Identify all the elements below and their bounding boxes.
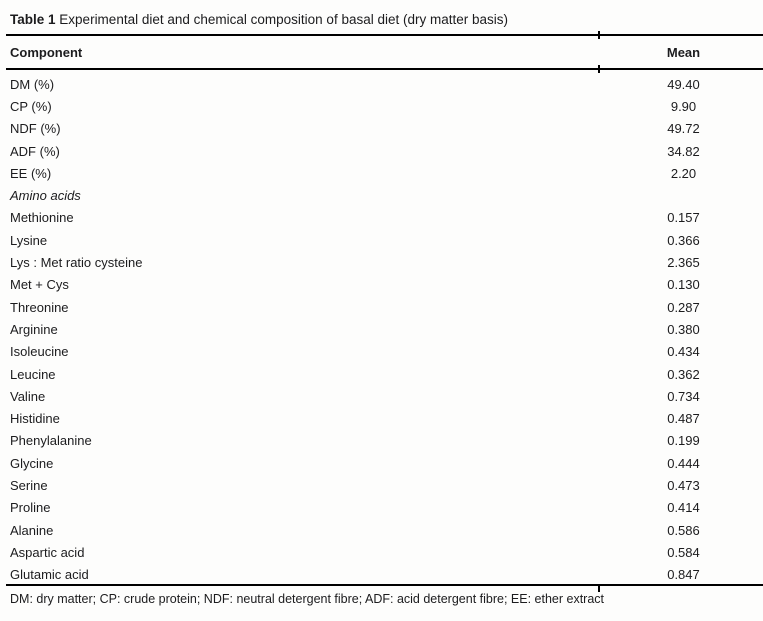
component-cell: Leucine: [10, 366, 56, 382]
mean-cell: 0.444: [667, 455, 700, 471]
table-row: Aspartic acid 0.584: [6, 541, 763, 563]
column-divider-tick-bottom: [598, 584, 600, 592]
table-row: Valine 0.734: [6, 385, 763, 407]
component-cell: DM (%): [10, 76, 55, 92]
mean-cell: 0.847: [667, 567, 700, 583]
table-row: Met + Cys 0.130: [6, 274, 763, 296]
table-row: Histidine 0.487: [6, 407, 763, 429]
table-row: Glycine 0.444: [6, 452, 763, 474]
mean-cell: 0.734: [667, 388, 700, 404]
component-cell: Lys : Met ratio cysteine: [10, 255, 143, 271]
table-row: Serine 0.473: [6, 474, 763, 496]
top-rule: [6, 34, 763, 36]
table-header-row: Component Mean: [6, 36, 763, 68]
component-cell: Lysine: [10, 232, 48, 248]
mean-cell: 0.487: [667, 411, 700, 427]
table-number-label: Table 1: [10, 12, 56, 27]
mean-cell: 0.473: [667, 477, 700, 493]
table-row: Lys : Met ratio cysteine 2.365: [6, 251, 763, 273]
mean-cell: 9.90: [670, 98, 697, 114]
mean-cell: 34.82: [667, 143, 700, 159]
mean-cell: 0.287: [667, 299, 700, 315]
component-cell: ADF (%): [10, 143, 60, 159]
table-row: Lysine 0.366: [6, 229, 763, 251]
table-row: NDF (%) 49.72: [6, 118, 763, 140]
table-row: Leucine 0.362: [6, 363, 763, 385]
mean-cell: 0.414: [667, 500, 700, 516]
mean-cell: 0.380: [667, 321, 700, 337]
mean-cell: 2.20: [670, 165, 697, 181]
component-cell: Histidine: [10, 411, 60, 427]
component-cell: Phenylalanine: [10, 433, 92, 449]
mean-cell: 0.362: [667, 366, 700, 382]
table-row: Isoleucine 0.434: [6, 341, 763, 363]
mean-cell: 0.586: [667, 522, 700, 538]
table-row: CP (%) 9.90: [6, 95, 763, 117]
component-cell: EE (%): [10, 165, 52, 181]
table-caption: Table 1 Experimental diet and chemical c…: [6, 0, 763, 34]
table-body: DM (%) 49.40 CP (%) 9.90 NDF (%) 49.72 ADF (%)…: [6, 70, 763, 584]
component-cell: NDF (%): [10, 121, 61, 137]
table-1-region: Table 1 Experimental diet and chemical c…: [6, 0, 763, 606]
table-row: Threonine 0.287: [6, 296, 763, 318]
mean-cell: 0.130: [667, 277, 700, 293]
mean-cell: 2.365: [667, 255, 700, 271]
component-cell: Arginine: [10, 321, 58, 337]
table-row: Phenylalanine 0.199: [6, 430, 763, 452]
mean-cell: 0.366: [667, 232, 700, 248]
component-cell: Threonine: [10, 299, 69, 315]
mean-cell: 0.199: [667, 433, 700, 449]
table-row: Glutamic acid 0.847: [6, 564, 763, 586]
component-cell: Valine: [10, 388, 46, 404]
mean-cell: 0.157: [667, 210, 700, 226]
table-row: Alanine 0.586: [6, 519, 763, 541]
mean-cell: 49.40: [667, 76, 700, 92]
component-cell: Amino acids: [10, 188, 81, 204]
mean-cell: 0.584: [667, 544, 700, 560]
table-row: EE (%) 2.20: [6, 162, 763, 184]
component-cell: Serine: [10, 477, 48, 493]
column-divider-tick-top: [598, 31, 600, 39]
component-cell: Methionine: [10, 210, 74, 226]
table-footnote: DM: dry matter; CP: crude protein; NDF: …: [10, 592, 605, 606]
table-row: DM (%) 49.40: [6, 73, 763, 95]
column-header-component: Component: [10, 44, 83, 60]
table-title-text: Experimental diet and chemical compositi…: [59, 12, 509, 27]
table-row: Proline 0.414: [6, 497, 763, 519]
column-header-mean: Mean: [666, 44, 701, 60]
component-cell: Isoleucine: [10, 344, 69, 360]
component-cell: Glycine: [10, 455, 54, 471]
table-row: Methionine 0.157: [6, 207, 763, 229]
component-cell: Alanine: [10, 522, 54, 538]
component-cell: Met + Cys: [10, 277, 69, 293]
component-cell: CP (%): [10, 98, 52, 114]
component-cell: Aspartic acid: [10, 544, 85, 560]
component-cell: Proline: [10, 500, 51, 516]
mean-cell: 0.434: [667, 344, 700, 360]
column-divider-tick-header: [598, 65, 600, 73]
mean-cell: 49.72: [667, 121, 700, 137]
component-cell: Glutamic acid: [10, 567, 89, 583]
bottom-rule: [6, 584, 763, 586]
table-row: ADF (%) 34.82: [6, 140, 763, 162]
table-row: Amino acids: [6, 184, 763, 206]
table-row: Arginine 0.380: [6, 318, 763, 340]
header-rule: [6, 68, 763, 70]
